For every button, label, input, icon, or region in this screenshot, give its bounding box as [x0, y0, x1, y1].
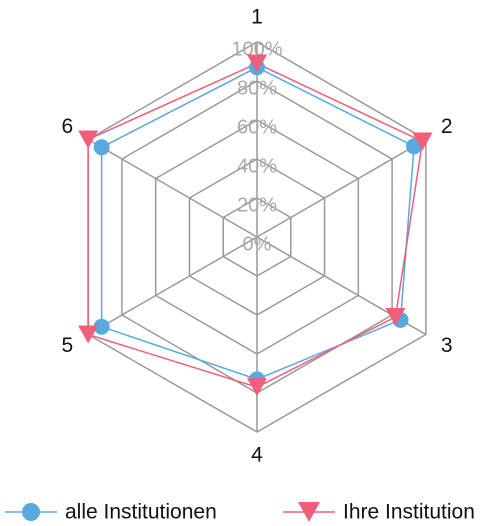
marker — [93, 318, 110, 335]
r-tick-label: 60% — [237, 116, 277, 138]
marker — [412, 132, 433, 151]
marker — [385, 307, 406, 326]
legend-label: Ihre Institution — [343, 501, 475, 524]
category-label: 5 — [61, 334, 73, 357]
legend-marker — [22, 503, 40, 521]
category-label: 1 — [251, 6, 263, 29]
spoke — [256, 138, 427, 238]
legend-marker — [298, 502, 320, 522]
category-label: 4 — [251, 444, 263, 467]
spoke — [87, 138, 258, 238]
category-label: 3 — [441, 334, 453, 357]
r-tick-label: 100% — [231, 38, 282, 60]
legend-item: alle Institutionen — [5, 501, 217, 524]
marker — [247, 54, 267, 73]
legend-item: Ihre Institution — [283, 501, 475, 524]
r-tick-label: 40% — [237, 155, 277, 177]
r-tick-label: 20% — [237, 194, 277, 216]
spoke — [87, 236, 258, 336]
series-line — [100, 66, 415, 381]
marker — [78, 325, 99, 344]
marker — [93, 139, 110, 156]
marker — [247, 378, 267, 397]
category-label: 6 — [61, 115, 73, 138]
legend-label: alle Institutionen — [65, 501, 217, 524]
r-tick-label: 0% — [243, 233, 272, 255]
category-label: 2 — [441, 115, 453, 138]
r-tick-label: 80% — [237, 77, 277, 99]
marker — [78, 130, 99, 149]
